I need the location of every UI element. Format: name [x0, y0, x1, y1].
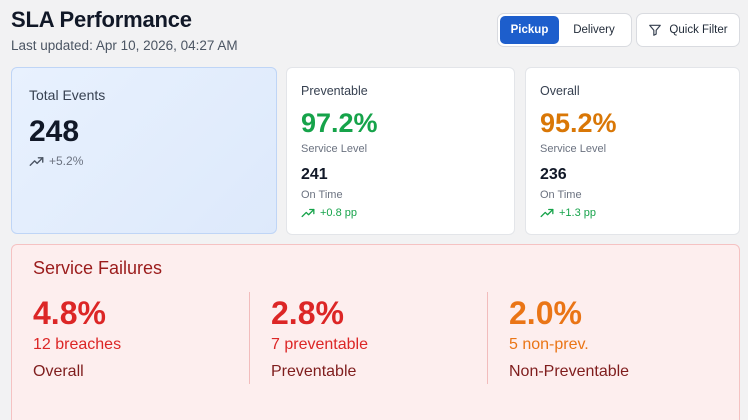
total-events-card: Total Events 248 +5.2%: [11, 67, 277, 234]
trending-up-icon: [29, 156, 44, 166]
overall-card: Overall 95.2% Service Level 236 On Time …: [525, 67, 740, 235]
failure-divider: [487, 292, 488, 384]
overall-trend-value: +1.3 pp: [559, 207, 597, 219]
preventable-on-time-label: On Time: [301, 189, 343, 201]
total-events-trend: +5.2%: [29, 154, 83, 168]
pickup-delivery-toggle: Pickup Delivery: [497, 13, 632, 47]
preventable-trend: +0.8 pp: [301, 207, 357, 219]
service-failures-title: Service Failures: [33, 258, 163, 278]
delivery-toggle-button[interactable]: Delivery: [573, 24, 615, 36]
preventable-service-level-label: Service Level: [301, 143, 368, 155]
page-title: SLA Performance: [11, 7, 192, 32]
failure-non-preventable: 2.0% 5 non-prev. Non-Preventable: [509, 295, 729, 381]
trending-up-icon: [301, 208, 315, 218]
quick-filter-label: Quick Filter: [669, 24, 728, 36]
total-events-trend-value: +5.2%: [49, 154, 84, 168]
overall-service-level: 95.2%: [540, 108, 617, 138]
last-updated-text: Last updated: Apr 10, 2026, 04:27 AM: [11, 38, 238, 53]
overall-on-time-label: On Time: [540, 189, 582, 201]
total-events-label: Total Events: [29, 87, 106, 103]
trending-up-icon: [540, 208, 554, 218]
preventable-card: Preventable 97.2% Service Level 241 On T…: [286, 67, 515, 235]
total-events-value: 248: [29, 115, 80, 148]
failure-non-preventable-percent: 2.0%: [509, 295, 582, 331]
preventable-trend-value: +0.8 pp: [320, 207, 358, 219]
failure-overall: 4.8% 12 breaches Overall: [33, 295, 253, 381]
failure-overall-label: Overall: [33, 363, 84, 380]
service-failures-panel: Service Failures 4.8% 12 breaches Overal…: [11, 244, 740, 420]
preventable-label: Preventable: [301, 84, 368, 98]
overall-on-time-count: 236: [540, 166, 567, 183]
failure-preventable: 2.8% 7 preventable Preventable: [271, 295, 491, 381]
pickup-toggle-button[interactable]: Pickup: [500, 16, 559, 44]
failure-overall-percent: 4.8%: [33, 295, 106, 331]
preventable-on-time-count: 241: [301, 166, 328, 183]
overall-trend: +1.3 pp: [540, 207, 596, 219]
failure-non-preventable-label: Non-Preventable: [509, 363, 630, 380]
failure-divider: [249, 292, 250, 384]
failure-overall-count: 12 breaches: [33, 336, 122, 353]
filter-icon: [649, 24, 662, 36]
quick-filter-button[interactable]: Quick Filter: [636, 13, 740, 47]
failure-non-preventable-count: 5 non-prev.: [509, 336, 589, 353]
failure-preventable-percent: 2.8%: [271, 295, 344, 331]
overall-service-level-label: Service Level: [540, 143, 607, 155]
failure-preventable-label: Preventable: [271, 363, 357, 380]
preventable-service-level: 97.2%: [301, 108, 378, 138]
overall-label: Overall: [540, 84, 580, 98]
failure-preventable-count: 7 preventable: [271, 336, 368, 353]
